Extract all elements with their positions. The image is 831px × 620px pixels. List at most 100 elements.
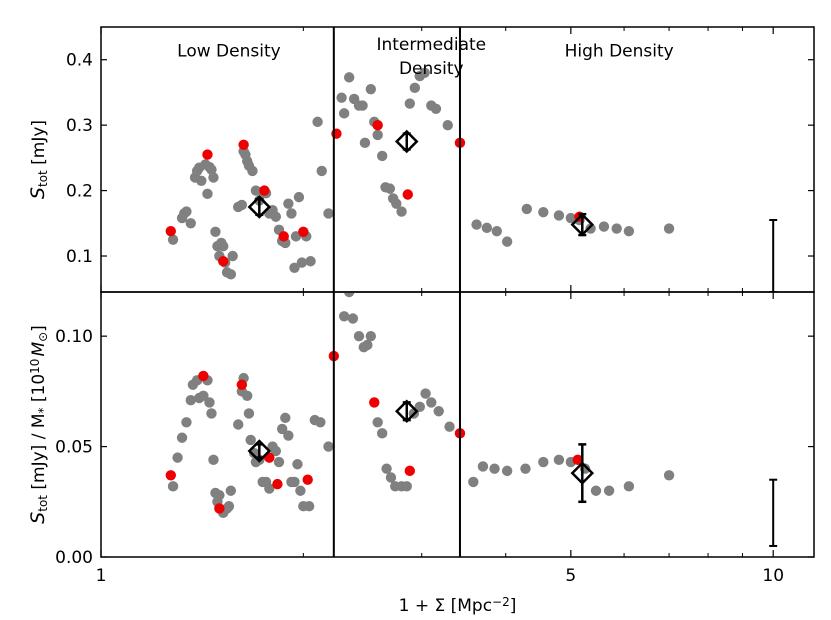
y-tick-label: 0.3 bbox=[66, 116, 93, 136]
data-point-gray bbox=[280, 412, 291, 424]
data-point-gray bbox=[362, 339, 373, 351]
data-point-gray bbox=[384, 183, 396, 194]
data-point-gray bbox=[225, 269, 237, 280]
data-point-gray bbox=[501, 236, 513, 247]
y-axis-label: Stot [mJy] / M* [1010M⊙] bbox=[27, 325, 50, 524]
data-point-gray bbox=[357, 100, 368, 111]
data-point-red bbox=[165, 225, 176, 237]
plot-area bbox=[165, 292, 778, 547]
median-diamond bbox=[394, 399, 419, 424]
data-point-gray bbox=[359, 137, 371, 149]
data-point-gray bbox=[312, 116, 323, 128]
y-tick-label: 0.10 bbox=[55, 327, 93, 347]
data-point-gray bbox=[210, 226, 221, 238]
data-point-red bbox=[202, 149, 213, 160]
data-point-gray bbox=[565, 212, 577, 224]
data-point-red bbox=[572, 454, 583, 466]
data-point-gray bbox=[292, 459, 303, 470]
median-diamond bbox=[394, 129, 419, 154]
data-point-gray bbox=[365, 83, 377, 95]
y-axis-label: Stot [mJy] bbox=[27, 120, 50, 199]
data-point-gray bbox=[404, 98, 416, 109]
data-point-gray bbox=[663, 470, 675, 481]
y-tick-label: 0.2 bbox=[66, 182, 93, 202]
y-tick-label: 0.1 bbox=[66, 247, 93, 267]
data-point-gray bbox=[283, 430, 294, 441]
data-point-gray bbox=[196, 175, 207, 186]
data-point-gray bbox=[585, 223, 596, 234]
data-point-gray bbox=[316, 165, 327, 177]
data-point-gray bbox=[206, 164, 217, 175]
data-point-red bbox=[331, 128, 342, 139]
high-median-marker bbox=[570, 443, 595, 504]
data-point-gray bbox=[353, 330, 365, 342]
data-point-gray bbox=[323, 441, 334, 452]
data-point-gray bbox=[315, 417, 326, 428]
data-point-red bbox=[236, 379, 248, 390]
data-point-gray bbox=[426, 397, 437, 408]
data-point-gray bbox=[264, 483, 275, 494]
data-point-gray bbox=[433, 406, 444, 417]
median-diamond bbox=[570, 212, 595, 237]
data-point-gray bbox=[289, 262, 300, 273]
high-median-marker bbox=[570, 212, 595, 237]
data-point-gray bbox=[296, 257, 308, 268]
data-point-gray bbox=[663, 223, 675, 234]
intermediate-median-marker bbox=[394, 129, 419, 154]
data-point-gray bbox=[227, 250, 238, 262]
data-point-gray bbox=[376, 150, 388, 162]
data-point-gray bbox=[501, 465, 513, 477]
data-point-gray bbox=[521, 203, 533, 215]
data-point-gray bbox=[419, 67, 430, 79]
data-point-gray bbox=[623, 481, 635, 492]
data-point-gray bbox=[218, 240, 229, 252]
data-point-gray bbox=[590, 485, 602, 496]
top-panel: 0.1 0.2 0.3 0.4 Low Density Intermediate Densi… bbox=[27, 26, 815, 293]
data-point-gray bbox=[208, 454, 219, 466]
data-point-gray bbox=[538, 206, 549, 218]
data-point-red bbox=[402, 189, 413, 200]
data-point-gray bbox=[553, 210, 565, 221]
data-point-gray bbox=[204, 397, 215, 408]
gray-series bbox=[167, 292, 675, 519]
data-point-gray bbox=[409, 82, 421, 94]
median-diamond bbox=[570, 461, 595, 485]
data-point-gray bbox=[611, 223, 622, 234]
data-point-red bbox=[302, 474, 313, 485]
data-point-gray bbox=[167, 234, 179, 245]
data-point-gray bbox=[477, 461, 489, 472]
data-point-gray bbox=[343, 292, 355, 298]
region-label: High Density bbox=[565, 41, 674, 61]
data-point-gray bbox=[286, 208, 297, 219]
data-point-gray bbox=[385, 472, 397, 483]
data-point-red bbox=[259, 185, 270, 196]
data-point-gray bbox=[276, 423, 288, 435]
data-point-gray bbox=[293, 191, 305, 203]
region-label: Intermediate bbox=[376, 35, 486, 55]
data-point-gray bbox=[289, 476, 300, 488]
data-point-gray bbox=[396, 206, 407, 217]
data-point-red bbox=[372, 119, 383, 131]
x-tick-label: 5 bbox=[565, 566, 576, 586]
data-point-gray bbox=[598, 221, 610, 232]
data-point-gray bbox=[553, 454, 565, 466]
data-point-gray bbox=[303, 501, 315, 512]
data-point-gray bbox=[167, 481, 179, 492]
data-point-gray bbox=[225, 485, 237, 496]
data-point-gray bbox=[198, 390, 209, 401]
data-point-gray bbox=[181, 417, 192, 428]
data-point-gray bbox=[471, 219, 482, 230]
data-point-gray bbox=[295, 485, 306, 496]
data-point-gray bbox=[491, 225, 503, 237]
x-tick-label: 10 bbox=[762, 566, 784, 586]
x-axis-label: 1 + Σ [Mpc−2] bbox=[399, 595, 517, 616]
data-point-gray bbox=[283, 198, 294, 209]
red-series bbox=[165, 350, 583, 514]
data-point-gray bbox=[323, 208, 334, 219]
region-label: Low Density bbox=[177, 41, 281, 61]
data-point-gray bbox=[208, 172, 219, 183]
axes-frame bbox=[100, 291, 815, 558]
data-point-gray bbox=[202, 188, 213, 200]
